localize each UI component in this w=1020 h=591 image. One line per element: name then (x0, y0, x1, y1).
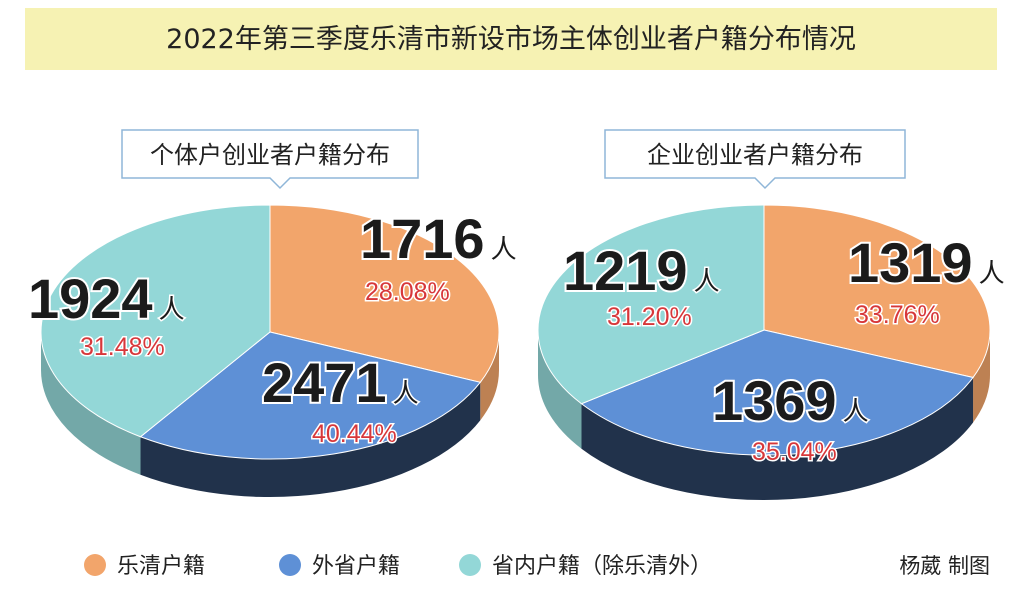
value-unit: 人 (979, 258, 1005, 288)
pie-slice (537, 204, 765, 405)
value-unit: 人 (491, 234, 517, 264)
percent-label: 31.48% (80, 333, 165, 361)
value-unit: 人 (694, 266, 720, 296)
pie-side (973, 330, 990, 423)
value-unit: 人 (159, 294, 185, 324)
legend-swatch (459, 554, 481, 576)
chart-title: 企业创业者户籍分布 (647, 141, 863, 169)
pie-slice (139, 331, 482, 460)
percent-label: 31.20% (607, 303, 692, 331)
legend-label: 省内户籍（除乐清外） (492, 554, 712, 579)
chart-title: 个体户创业者户籍分布 (150, 141, 390, 169)
pie-slice (40, 204, 271, 438)
legend-label: 外省户籍 (312, 554, 400, 579)
percent-label: 35.04% (752, 438, 837, 466)
value-number: 1219 (563, 239, 688, 302)
percent-label: 40.44% (312, 420, 397, 448)
value-label: 1369 人 (712, 369, 869, 432)
value-unit: 人 (393, 378, 419, 408)
title-box (604, 129, 906, 190)
percent-label: 28.08% (365, 278, 450, 306)
value-number: 1319 (848, 231, 973, 294)
value-label: 1319 人 (848, 231, 1005, 294)
pie-side (538, 330, 582, 449)
legend-label: 乐清户籍 (117, 554, 205, 579)
value-label: 2471 人 (262, 351, 419, 414)
value-label: 1716 人 (360, 207, 517, 270)
value-label: 1924 人 (28, 267, 185, 330)
title-banner (25, 8, 997, 70)
value-label: 1219 人 (563, 239, 720, 302)
legend-swatch (84, 554, 106, 576)
value-number: 1924 (28, 267, 153, 330)
pie-slice (763, 204, 991, 379)
percent-label: 33.76% (855, 301, 940, 329)
legend-swatch (279, 554, 301, 576)
pie-slice (269, 204, 500, 383)
pie-side (581, 377, 974, 501)
main-title: 2022年第三季度乐清市新设市场主体创业者户籍分布情况 (166, 24, 856, 55)
pie-side (480, 332, 499, 421)
value-number: 1716 (360, 207, 485, 270)
pie-side (40, 332, 141, 475)
value-number: 2471 (262, 351, 387, 414)
value-unit: 人 (843, 396, 869, 426)
title-box (121, 129, 419, 190)
pie-side (140, 382, 481, 498)
credit: 杨葳 制图 (899, 554, 990, 578)
value-number: 1369 (712, 369, 837, 432)
pie-slice (580, 329, 974, 456)
